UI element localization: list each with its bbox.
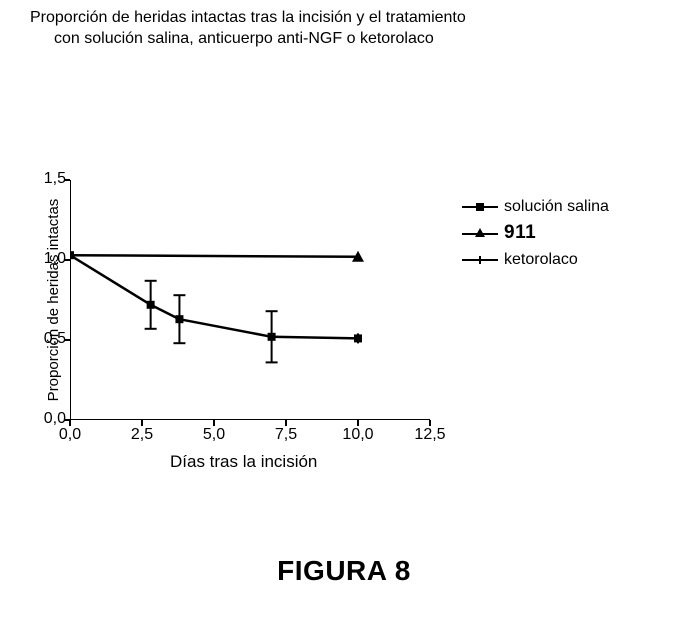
y-tick-label: 0,5	[32, 330, 66, 348]
legend-marker-triangle	[462, 233, 498, 235]
chart-svg	[70, 180, 430, 420]
legend-label: solución salina	[504, 196, 609, 218]
legend-item-ketorolaco: ketorolaco	[462, 249, 609, 271]
chart-plot-area: 0,00,51,01,50,02,55,07,510,012,5	[70, 180, 430, 420]
chart-title: Proporción de heridas intactas tras la i…	[30, 8, 466, 50]
y-tick-label: 1,5	[32, 170, 66, 188]
title-line-1: Proporción de heridas intactas tras la i…	[30, 9, 466, 26]
legend-item-911: 911	[462, 220, 609, 247]
legend-label: ketorolaco	[504, 249, 578, 271]
y-tick-label: 1,0	[32, 250, 66, 268]
x-tick-label: 0,0	[50, 426, 90, 444]
x-tick-label: 10,0	[338, 426, 378, 444]
x-tick-label: 12,5	[410, 426, 450, 444]
legend-marker-square	[462, 206, 498, 208]
x-tick-label: 7,5	[266, 426, 306, 444]
x-axis-label: Días tras la incisión	[170, 452, 317, 472]
legend: solución salina 911 ketorolaco	[462, 196, 609, 273]
legend-label: 911	[504, 220, 536, 247]
legend-item-saline: solución salina	[462, 196, 609, 218]
x-tick-label: 5,0	[194, 426, 234, 444]
title-line-2: con solución salina, anticuerpo anti-NGF…	[30, 29, 466, 50]
x-tick-label: 2,5	[122, 426, 162, 444]
y-axis-label: Proporción de heridas intactas	[45, 180, 62, 420]
figure-caption: FIGURA 8	[0, 555, 688, 587]
legend-marker-dash	[462, 259, 498, 261]
